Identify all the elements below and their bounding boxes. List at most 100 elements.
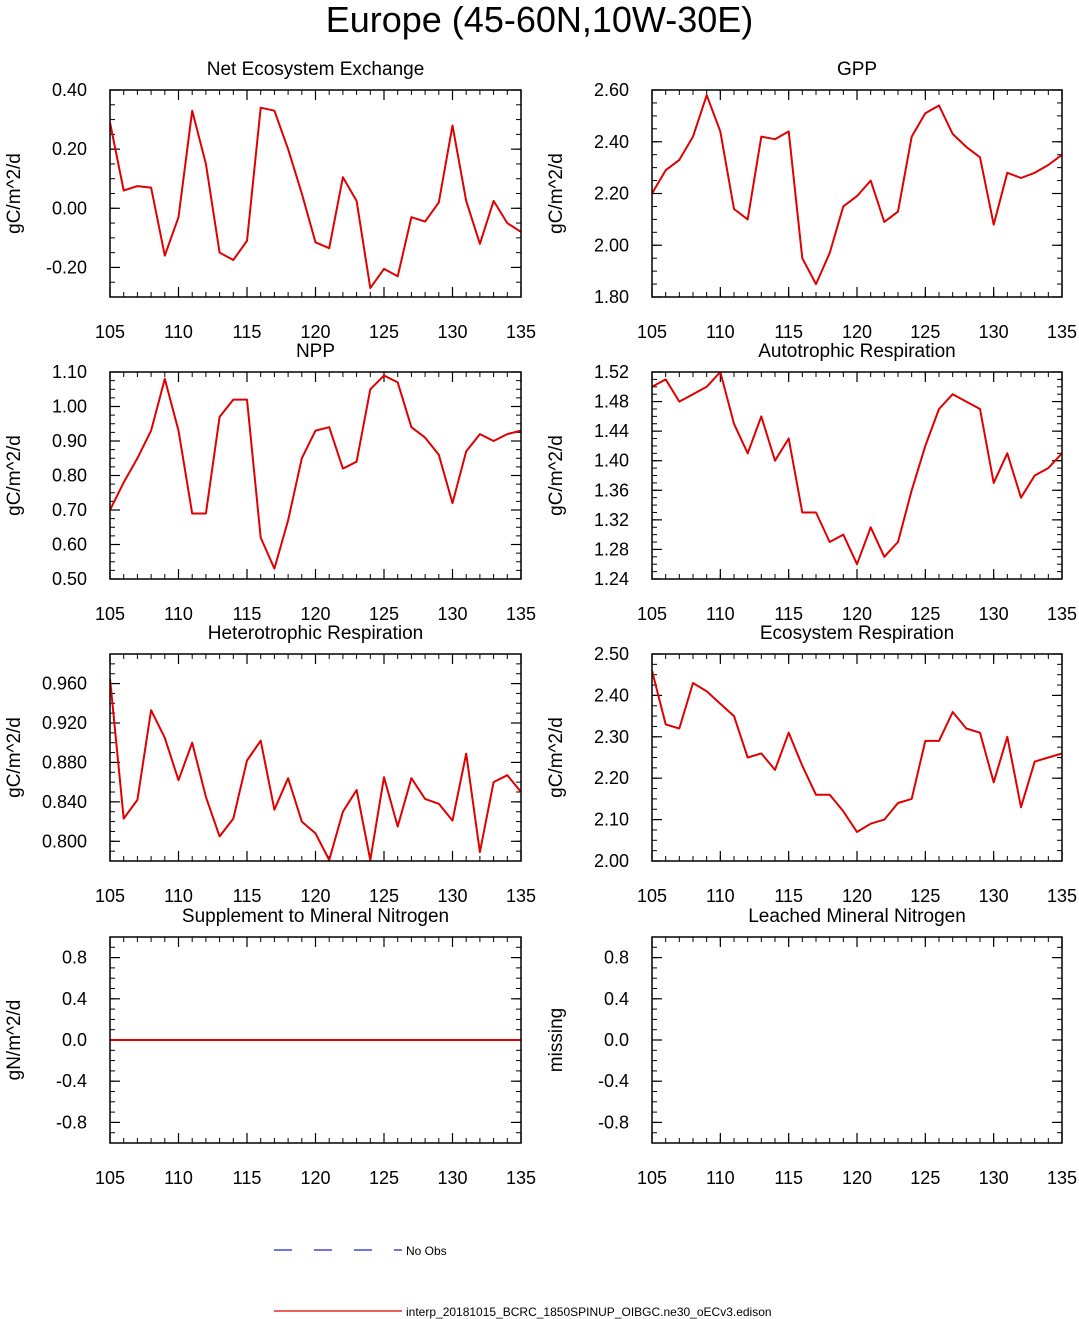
x-tick-label: 125 <box>910 322 940 342</box>
y-tick-label: 1.10 <box>52 362 87 382</box>
figure-title: Europe (45-60N,10W-30E) <box>325 0 754 40</box>
chart-panel-1: Net Ecosystem Exchange gC/m^2/d 0.40 0.20 0.… <box>4 59 536 342</box>
y-tick-label: 0.00 <box>52 198 87 218</box>
y-tick-label: 2.40 <box>594 132 629 152</box>
y-tick-label: 2.00 <box>594 235 629 255</box>
y-axis-label: gC/m^2/d <box>546 153 567 234</box>
x-tick-label: 135 <box>1047 604 1077 624</box>
x-tick-label: 130 <box>979 604 1009 624</box>
y-tick-label: 0.880 <box>42 752 87 772</box>
y-tick-label: 2.20 <box>594 184 629 204</box>
y-tick-label: 1.40 <box>594 451 629 471</box>
y-tick-label: 1.36 <box>594 480 629 500</box>
x-tick-label: 110 <box>164 886 193 906</box>
y-axis-label: missing <box>546 1008 567 1072</box>
panel-title: Net Ecosystem Exchange <box>207 59 425 80</box>
x-tick-label: 110 <box>706 1168 735 1188</box>
legend: No Obs interp_20181015_BCRC_1850SPINUP_OI… <box>274 1244 772 1319</box>
legend-label-2: interp_20181015_BCRC_1850SPINUP_OIBGC.ne… <box>406 1305 772 1319</box>
chart-panel-3: NPP gC/m^2/d 1.10 1.00 0.90 0.80 0.70 0.60 0.50 1… <box>4 341 536 624</box>
chart-panel-6: Ecosystem Respiration gC/m^2/d 2.50 2.40 2.3… <box>546 623 1077 906</box>
x-tick-label: 105 <box>637 886 667 906</box>
panel-title: Supplement to Mineral Nitrogen <box>182 906 449 927</box>
x-tick-label: 135 <box>506 322 536 342</box>
legend-label-1: No Obs <box>406 1244 447 1258</box>
x-tick-label: 130 <box>437 1168 467 1188</box>
x-tick-label: 120 <box>300 604 330 624</box>
y-tick-label: 0.0 <box>604 1030 629 1050</box>
panel-title: NPP <box>296 341 335 362</box>
series-line <box>110 678 521 861</box>
y-tick-label: -0.4 <box>598 1071 629 1091</box>
x-tick-label: 105 <box>637 322 667 342</box>
chart-panel-2: GPP gC/m^2/d 2.60 2.40 2.20 2.00 1.80 105 110 115… <box>546 59 1077 342</box>
y-axis-label: gC/m^2/d <box>4 717 25 798</box>
y-tick-label: 2.40 <box>594 685 629 705</box>
series-line <box>652 670 1062 833</box>
y-tick-label: 0.840 <box>42 792 87 812</box>
panel-title: GPP <box>837 59 877 80</box>
y-tick-label: 0.50 <box>52 569 87 589</box>
y-tick-label: 2.60 <box>594 80 629 100</box>
chart-panel-8: Leached Mineral Nitrogen missing 0.8 0.4 0.0… <box>546 906 1077 1188</box>
panel-title: Ecosystem Respiration <box>760 623 954 644</box>
x-tick-label: 110 <box>706 322 735 342</box>
y-tick-label: 0.8 <box>604 948 629 968</box>
x-tick-label: 135 <box>1047 886 1077 906</box>
x-tick-label: 120 <box>300 886 330 906</box>
x-tick-label: 130 <box>437 886 467 906</box>
x-tick-label: 105 <box>95 886 125 906</box>
y-tick-label: 0.8 <box>62 948 87 968</box>
chart-panel-5: Heterotrophic Respiration gC/m^2/d 0.960 0.… <box>4 623 536 906</box>
x-tick-label: 110 <box>164 604 193 624</box>
plot-frame <box>109 936 522 1144</box>
series-line <box>110 374 521 570</box>
series-line <box>652 94 1062 286</box>
y-tick-label: 2.00 <box>594 851 629 871</box>
x-tick-label: 105 <box>95 1168 125 1188</box>
x-tick-label: 115 <box>774 886 803 906</box>
x-tick-label: 115 <box>233 322 262 342</box>
y-tick-label: 0.920 <box>42 713 87 733</box>
plot-frame <box>109 371 522 580</box>
plot-frame <box>651 89 1063 298</box>
x-tick-label: 125 <box>369 886 399 906</box>
x-tick-label: 120 <box>300 322 330 342</box>
y-tick-label: 1.48 <box>594 392 629 412</box>
x-tick-label: 120 <box>300 1168 330 1188</box>
plot-frame <box>651 653 1063 862</box>
y-tick-label: 0.4 <box>62 989 87 1009</box>
x-tick-label: 130 <box>437 322 467 342</box>
x-tick-label: 135 <box>506 886 536 906</box>
y-tick-label: 0.70 <box>52 500 87 520</box>
y-tick-label: 0.40 <box>52 80 87 100</box>
x-tick-label: 130 <box>979 886 1009 906</box>
x-tick-label: 115 <box>233 604 262 624</box>
x-tick-label: 115 <box>774 322 803 342</box>
y-tick-label: 2.10 <box>594 810 629 830</box>
x-tick-label: 105 <box>95 604 125 624</box>
y-tick-label: 1.32 <box>594 510 629 530</box>
y-tick-label: 0.960 <box>42 674 87 694</box>
y-tick-label: 0.20 <box>52 139 87 159</box>
x-tick-label: 110 <box>706 886 735 906</box>
x-tick-label: 110 <box>164 1168 193 1188</box>
y-tick-label: 1.44 <box>594 421 629 441</box>
y-tick-label: 0.4 <box>604 989 629 1009</box>
chart-panel-4: Autotrophic Respiration gC/m^2/d 1.52 1.48 1… <box>546 341 1077 624</box>
x-tick-label: 110 <box>706 604 735 624</box>
x-tick-label: 125 <box>910 604 940 624</box>
y-axis-label: gC/m^2/d <box>546 717 567 798</box>
x-tick-label: 135 <box>506 604 536 624</box>
y-tick-label: -0.20 <box>46 257 87 277</box>
y-tick-label: -0.8 <box>56 1112 87 1132</box>
x-tick-label: 120 <box>842 1168 872 1188</box>
y-tick-label: 2.20 <box>594 768 629 788</box>
x-tick-label: 130 <box>979 322 1009 342</box>
x-tick-label: 125 <box>369 604 399 624</box>
x-tick-label: 115 <box>233 886 262 906</box>
x-tick-label: 110 <box>164 322 193 342</box>
y-tick-label: 1.80 <box>594 287 629 307</box>
y-axis-label: gC/m^2/d <box>4 435 25 516</box>
x-tick-label: 105 <box>637 604 667 624</box>
